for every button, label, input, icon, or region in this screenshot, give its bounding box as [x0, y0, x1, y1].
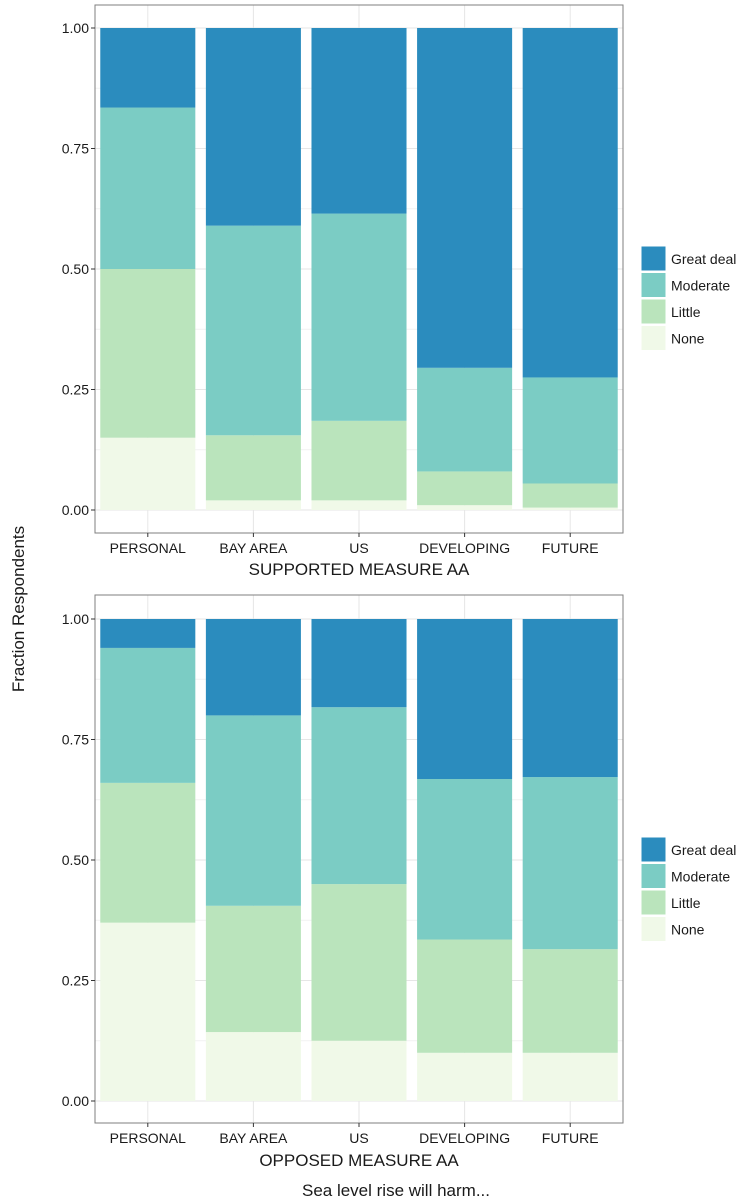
legend-label-none: None [671, 331, 705, 347]
bar-personal-great-deal [100, 619, 196, 648]
bar-bay-area-little [205, 435, 301, 501]
legend-swatch-none [640, 325, 667, 351]
bar-bay-area-moderate [205, 715, 301, 906]
bar-developing-great-deal [417, 28, 513, 368]
legend-swatch-moderate [640, 272, 667, 298]
legend-swatch-great-deal [640, 245, 667, 272]
bar-bay-area-great-deal [205, 28, 301, 226]
x-axis-title: Sea level rise will harm... [302, 1181, 490, 1200]
y-tick-label: 0.00 [62, 1093, 89, 1109]
bar-future-little [522, 483, 618, 508]
x-tick-label-developing: DEVELOPING [419, 1130, 510, 1146]
x-tick-label-personal: PERSONAL [110, 1130, 186, 1146]
y-tick-label: 0.75 [62, 141, 89, 157]
legend-label-great-deal: Great deal [671, 842, 736, 858]
bar-bay-area-little [205, 905, 301, 1033]
bar-developing-none [417, 505, 513, 510]
bar-personal-little [100, 782, 196, 923]
bar-future-none [522, 507, 618, 510]
bar-bay-area-none [205, 500, 301, 510]
x-tick-label-us: US [349, 540, 368, 556]
bar-us-none [311, 500, 407, 510]
bar-personal-little [100, 269, 196, 438]
legend-label-moderate: Moderate [671, 278, 730, 294]
bar-personal-moderate [100, 647, 196, 783]
bar-us-great-deal [311, 619, 407, 708]
x-tick-label-developing: DEVELOPING [419, 540, 510, 556]
panel-title: SUPPORTED MEASURE AA [249, 560, 470, 579]
bar-personal-none [100, 922, 196, 1101]
bar-future-moderate [522, 377, 618, 484]
bar-future-little [522, 949, 618, 1053]
bar-bay-area-none [205, 1032, 301, 1101]
panels: 0.00 0.25 0.50 0.75 1.00 PERSONAL BAY AREA US DE… [62, 4, 736, 1170]
legend-swatch-moderate [640, 863, 667, 889]
legend-swatch-none [640, 916, 667, 942]
chart-panel-2: 0.00 0.25 0.50 0.75 1.00 PERSONAL BAY AREA US DE… [62, 594, 736, 1170]
legend-label-moderate: Moderate [671, 869, 730, 885]
x-tick-label-bay-area: BAY AREA [219, 1130, 288, 1146]
x-tick-label-personal: PERSONAL [110, 540, 186, 556]
legend-label-little: Little [671, 304, 701, 320]
bar-personal-moderate [100, 107, 196, 269]
bar-us-great-deal [311, 28, 407, 214]
legend-swatch-little [640, 298, 667, 325]
bar-us-moderate [311, 707, 407, 885]
bar-developing-little [417, 939, 513, 1053]
legend-swatch-little [640, 889, 667, 916]
chart-panel-1: 0.00 0.25 0.50 0.75 1.00 PERSONAL BAY AREA US DE… [62, 4, 736, 579]
legend-label-none: None [671, 922, 705, 938]
x-tick-label-us: US [349, 1130, 368, 1146]
y-tick-label: 1.00 [62, 20, 89, 36]
legend-swatch-great-deal [640, 836, 667, 863]
legend: Great deal Moderate Little None [640, 836, 736, 942]
legend: Great deal Moderate Little None [640, 245, 736, 351]
legend-label-little: Little [671, 895, 701, 911]
y-tick-label: 0.25 [62, 382, 89, 398]
bar-future-none [522, 1052, 618, 1101]
bar-us-none [311, 1040, 407, 1101]
y-axis-title: Fraction Respondents [9, 526, 28, 692]
x-tick-label-future: FUTURE [542, 540, 599, 556]
y-tick-label: 0.50 [62, 261, 89, 277]
y-tick-label: 0.00 [62, 502, 89, 518]
bar-us-moderate [311, 213, 407, 421]
bar-developing-little [417, 471, 513, 506]
bar-us-little [311, 884, 407, 1041]
x-tick-label-bay-area: BAY AREA [219, 540, 288, 556]
bar-future-moderate [522, 777, 618, 950]
bar-us-little [311, 420, 407, 501]
bar-developing-none [417, 1052, 513, 1101]
x-tick-label-future: FUTURE [542, 1130, 599, 1146]
bar-bay-area-great-deal [205, 619, 301, 716]
y-tick-label: 0.25 [62, 973, 89, 989]
bar-developing-moderate [417, 779, 513, 940]
y-tick-label: 0.75 [62, 732, 89, 748]
bar-future-great-deal [522, 28, 618, 378]
bar-developing-moderate [417, 367, 513, 472]
panel-title: OPPOSED MEASURE AA [259, 1151, 459, 1170]
y-tick-label: 1.00 [62, 611, 89, 627]
bar-future-great-deal [522, 619, 618, 778]
bar-developing-great-deal [417, 619, 513, 780]
legend-label-great-deal: Great deal [671, 251, 736, 267]
y-tick-label: 0.50 [62, 852, 89, 868]
bar-bay-area-moderate [205, 225, 301, 436]
bar-personal-great-deal [100, 28, 196, 108]
bar-personal-none [100, 437, 196, 510]
